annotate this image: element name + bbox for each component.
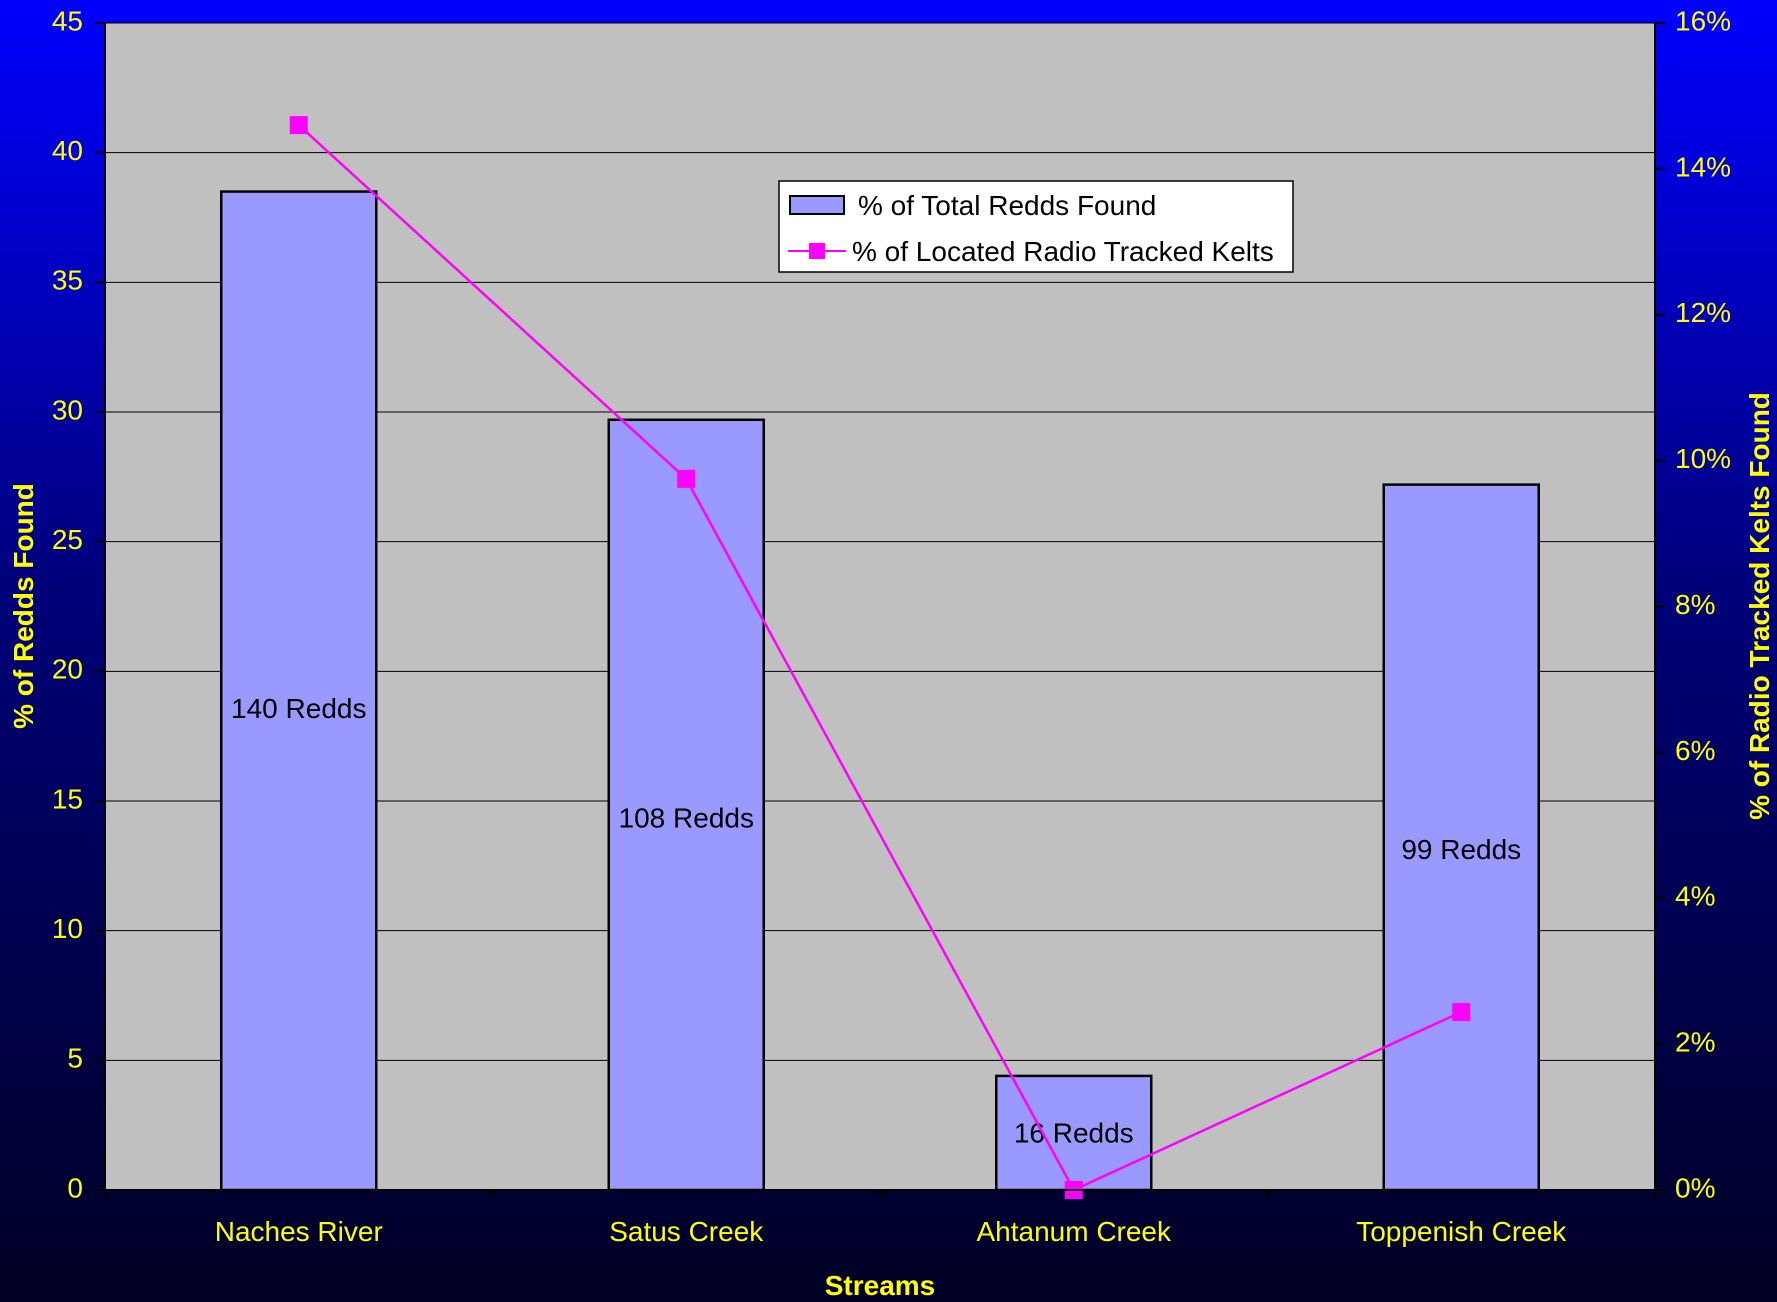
- line-point-marker: [1452, 1003, 1471, 1022]
- y2-tick-label: 10%: [1675, 443, 1731, 474]
- category-axis-labels: Naches River Satus Creek Ahtanum Creek Topp…: [215, 1216, 1568, 1247]
- y-tick-label: 0: [67, 1172, 83, 1203]
- bar-series: [220, 190, 1540, 1192]
- y2-tick-label: 6%: [1675, 735, 1715, 766]
- y-tick-label: 5: [67, 1043, 83, 1074]
- y-axis-title: % of Redds Found: [8, 483, 39, 729]
- bar: [1382, 483, 1540, 1192]
- bar-data-label: 99 Redds: [1401, 834, 1521, 865]
- y-tick-label: 15: [52, 783, 83, 814]
- y2-tick-label: 14%: [1675, 151, 1731, 182]
- y2-tick-label: 12%: [1675, 297, 1731, 328]
- y2-tick-label: 8%: [1675, 589, 1715, 620]
- y-tick-label: 40: [52, 135, 83, 166]
- bar: [607, 418, 765, 1192]
- legend-bar-swatch: [789, 195, 845, 215]
- legend-bar-label: % of Total Redds Found: [858, 190, 1156, 221]
- x-tick-label: Naches River: [215, 1216, 383, 1247]
- x-tick-label: Satus Creek: [609, 1216, 764, 1247]
- bar-data-label: 16 Redds: [1014, 1118, 1134, 1149]
- line-point-marker: [289, 116, 308, 135]
- bar-data-label: 140 Redds: [231, 693, 366, 724]
- y-tick-label: 35: [52, 265, 83, 296]
- y2-axis-title: % of Radio Tracked Kelts Found: [1744, 392, 1775, 820]
- legend: % of Total Redds Found % of Located Radi…: [778, 180, 1294, 273]
- y-tick-label: 20: [52, 654, 83, 685]
- x-axis-title: Streams: [825, 1270, 936, 1301]
- bar-data-labels: 140 Redds 108 Redds 16 Redds 99 Redds: [231, 693, 1521, 1148]
- left-axis-ticks: 0 5 10 15 20 25 30 35 40 45: [52, 5, 105, 1203]
- bar: [220, 190, 378, 1192]
- legend-line-label: % of Located Radio Tracked Kelts: [852, 236, 1274, 267]
- y2-tick-label: 4%: [1675, 881, 1715, 912]
- y-tick-label: 45: [52, 5, 83, 36]
- bar-data-label: 108 Redds: [619, 803, 754, 834]
- y-tick-label: 25: [52, 524, 83, 555]
- y2-tick-label: 2%: [1675, 1027, 1715, 1058]
- y2-tick-label: 0%: [1675, 1172, 1715, 1203]
- x-tick-label: Ahtanum Creek: [976, 1216, 1172, 1247]
- right-axis-ticks: 0% 2% 4% 6% 8% 10% 12% 14% 16%: [1655, 5, 1731, 1203]
- legend-line-marker: [809, 243, 825, 259]
- x-tick-label: Toppenish Creek: [1356, 1216, 1567, 1247]
- y2-tick-label: 16%: [1675, 5, 1731, 36]
- legend-box: [778, 180, 1294, 273]
- y-tick-label: 30: [52, 394, 83, 425]
- y-tick-label: 10: [52, 913, 83, 944]
- series-line: [297, 124, 1462, 1192]
- line-point-marker: [677, 469, 696, 488]
